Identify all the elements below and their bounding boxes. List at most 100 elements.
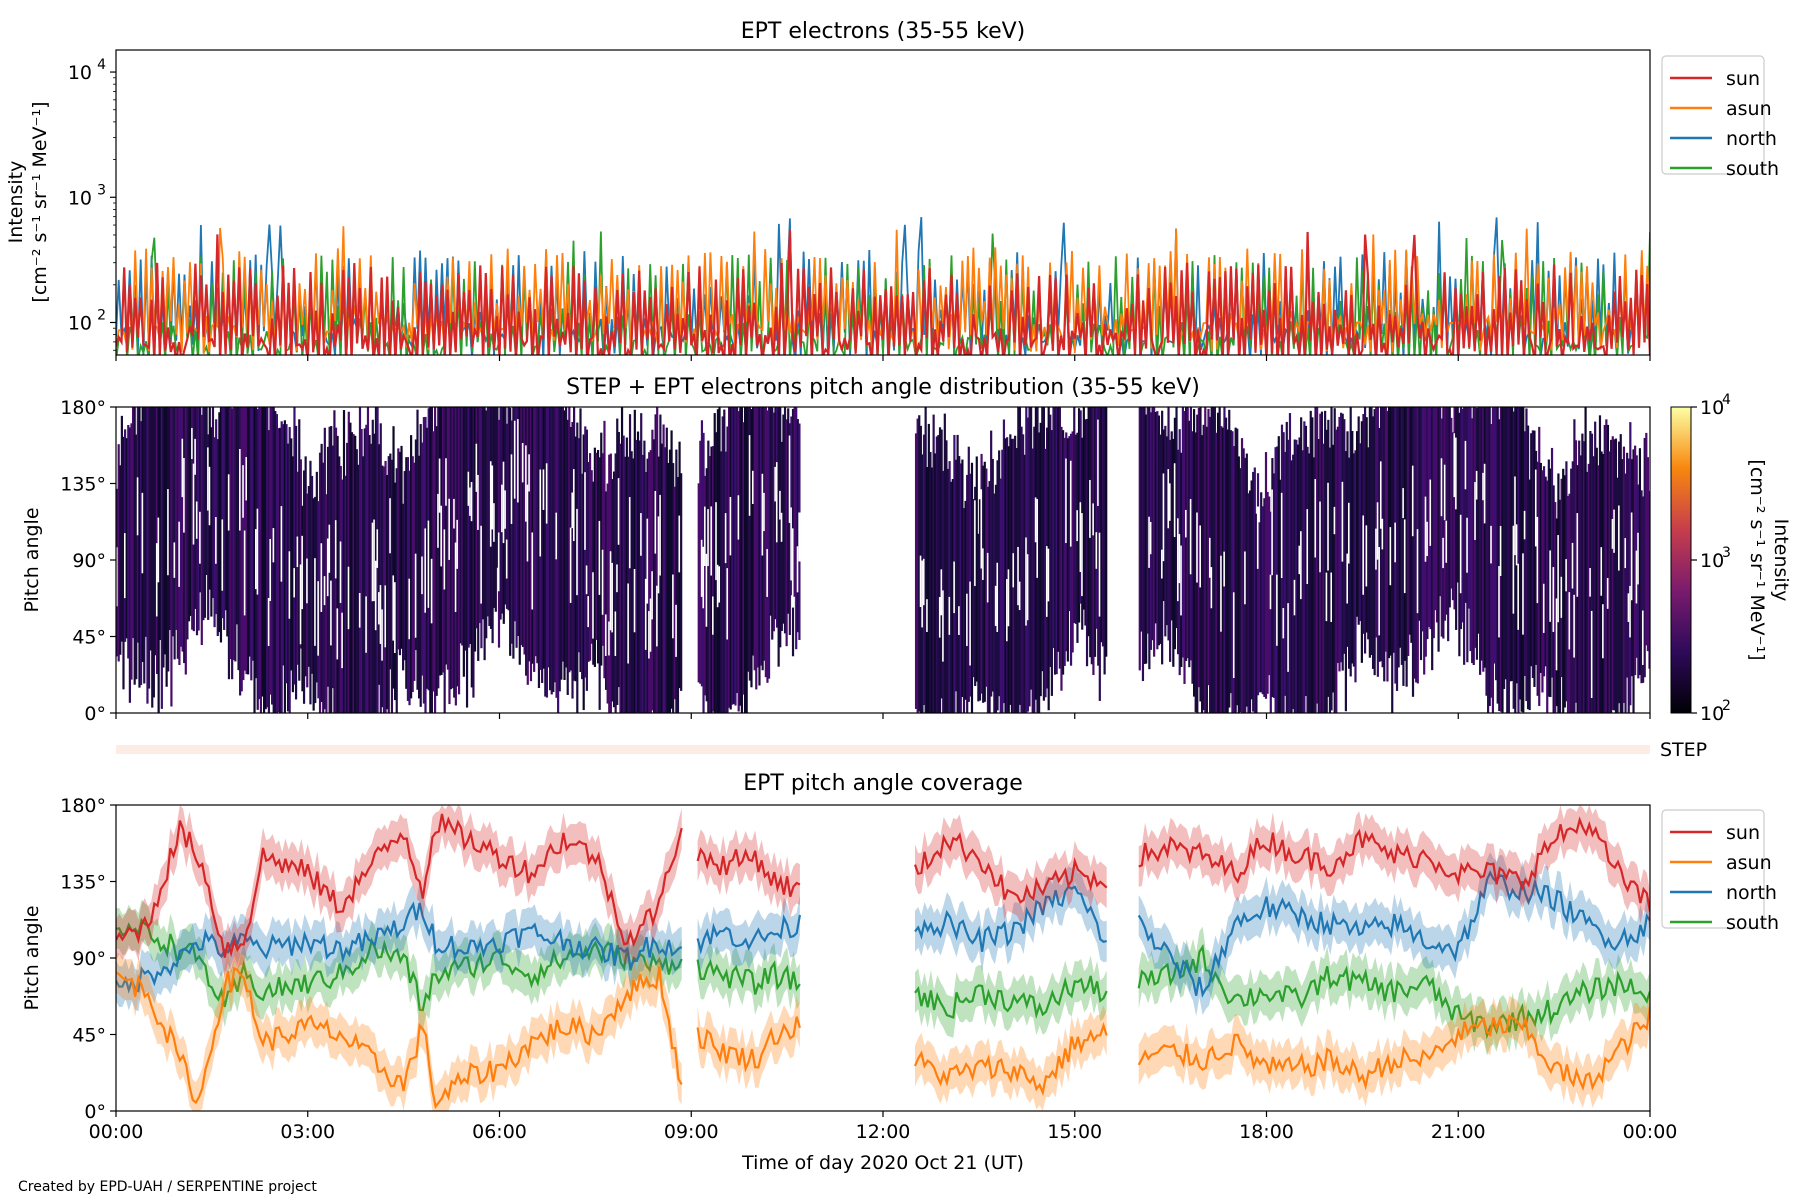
xtick-label: 00:00 (89, 1121, 144, 1143)
heatmap-cell (1239, 468, 1242, 713)
legend-label-asun: asun (1726, 852, 1772, 874)
heatmap-cell (608, 454, 611, 713)
heatmap-gap (948, 596, 951, 635)
heatmap-gap (1394, 522, 1397, 563)
heatmap-cell (1077, 408, 1081, 623)
heatmap-cell (147, 407, 151, 689)
heatmap-cell (403, 471, 406, 661)
heatmap-gap (288, 551, 291, 619)
heatmap-gap (1590, 610, 1594, 698)
heatmap-cell (1010, 438, 1014, 713)
heatmap-cell (1255, 513, 1258, 713)
heatmap-gap (1498, 566, 1501, 638)
heatmap-cell (512, 407, 515, 659)
heatmap-gap (526, 484, 529, 562)
heatmap-cell (515, 407, 518, 648)
heatmap-gap (510, 454, 513, 524)
heatmap-gap (761, 473, 764, 556)
heatmap-gap (1606, 577, 1610, 609)
heatmap-cell (1346, 431, 1349, 647)
heatmap-cell (918, 415, 921, 712)
heatmap-cell (520, 407, 523, 646)
heatmap-gap (1076, 510, 1079, 542)
heatmap-cell (1479, 407, 1482, 675)
heatmap-cell (1595, 447, 1598, 713)
heatmap-cell (296, 471, 299, 665)
heatmap-gap (141, 492, 144, 574)
xtick-label: 15:00 (1047, 1121, 1102, 1143)
legend-label-sun: sun (1726, 822, 1760, 844)
heatmap-cell (774, 407, 777, 620)
ytick-label: 90° (72, 948, 106, 970)
heatmap-gap (729, 496, 732, 556)
series-north-line (1137, 870, 1650, 998)
heatmap-cell (453, 407, 456, 698)
xtick-label: 18:00 (1239, 1121, 1294, 1143)
heatmap-gap (1426, 521, 1429, 557)
heatmap-cell (643, 440, 646, 713)
heatmap-cell (723, 409, 726, 713)
heatmap-cell (242, 407, 245, 681)
heatmap-gap (1271, 489, 1274, 576)
heatmap-cell (582, 434, 585, 711)
heatmap-gap (545, 463, 549, 524)
heatmap-cell (764, 407, 767, 678)
heatmap-cell (330, 426, 333, 713)
heatmap-cell (1041, 407, 1044, 672)
heatmap-gap (1464, 440, 1467, 490)
series-asun-line (913, 1022, 1108, 1097)
heatmap-gap (491, 465, 494, 530)
legend-label-south: south (1726, 912, 1779, 934)
heatmap-cell (352, 434, 355, 713)
heatmap-cell (416, 409, 419, 690)
heatmap-gap (966, 593, 969, 647)
heatmap-cell (435, 426, 438, 696)
heatmap-cell (1357, 416, 1360, 625)
heatmap-cell (1538, 426, 1541, 706)
x-axis-label: Time of day 2020 Oct 21 (UT) (741, 1152, 1024, 1174)
heatmap-cell (1074, 434, 1077, 624)
series-north-band (1138, 852, 1650, 1017)
heatmap-gap (1178, 534, 1181, 584)
heatmap-gap (1098, 532, 1101, 617)
heatmap-gap (953, 561, 956, 614)
heatmap-cell (1582, 441, 1586, 713)
heatmap-cell (240, 407, 243, 692)
heatmap-cell (191, 407, 194, 630)
heatmap-cell (293, 407, 296, 685)
heatmap-cell (1212, 407, 1215, 713)
colorbar-label: Intensity (1770, 519, 1792, 602)
heatmap-gap (1411, 465, 1415, 537)
heatmap-cell (1642, 496, 1645, 683)
heatmap-cell (467, 407, 470, 648)
heatmap-cell (1095, 407, 1098, 629)
heatmap-cell (1355, 431, 1359, 617)
heatmap-cell (465, 407, 469, 708)
heatmap-cell (1359, 443, 1362, 622)
heatmap-cell (648, 452, 651, 713)
heatmap-cell (1060, 426, 1063, 691)
heatmap-gap (601, 549, 604, 615)
heatmap-cell (980, 453, 983, 694)
heatmap-cell (1507, 407, 1510, 713)
heatmap-cell (579, 408, 582, 672)
heatmap-cell (224, 407, 227, 611)
heatmap-cell (248, 407, 251, 657)
heatmap-cell (716, 409, 720, 713)
ytick-label: 45° (72, 1025, 106, 1047)
heatmap-gap (155, 543, 159, 617)
heatmap-cell (1614, 438, 1618, 713)
heatmap-cell (505, 423, 509, 609)
heatmap-cell (1439, 407, 1442, 597)
heatmap-cell (1349, 407, 1352, 677)
heatmap-cell (1312, 457, 1316, 713)
heatmap-cell (536, 407, 539, 664)
heatmap-gap (497, 532, 501, 592)
heatmap-gap (272, 528, 275, 563)
heatmap-gap (1341, 481, 1344, 562)
heatmap-cell (1480, 407, 1483, 661)
series-south-band (915, 955, 1107, 1038)
heatmap-cell (525, 407, 528, 676)
heatmap-cell (226, 407, 229, 637)
heatmap-cell (358, 407, 362, 713)
